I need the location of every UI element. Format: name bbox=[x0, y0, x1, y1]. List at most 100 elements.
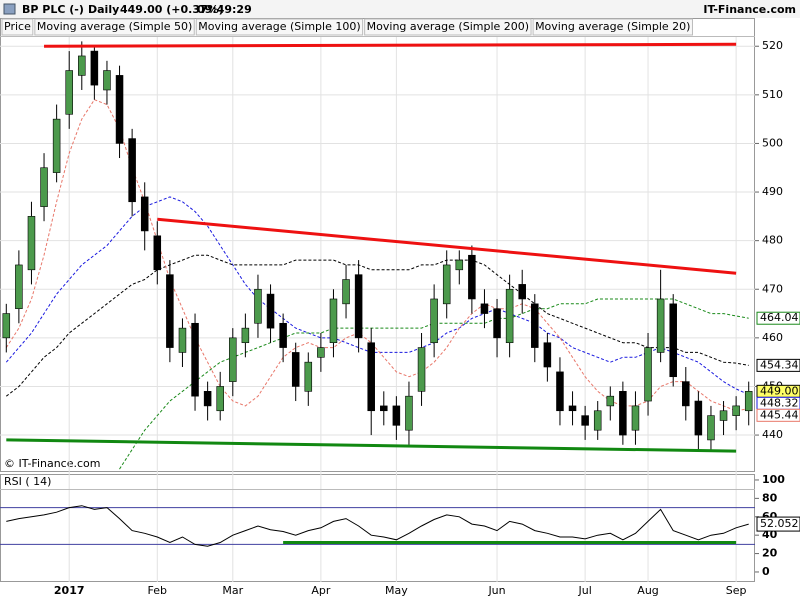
candle-body bbox=[531, 303, 539, 348]
trendline bbox=[157, 217, 737, 275]
legend-entry: Moving average (Simple 200) bbox=[367, 20, 529, 33]
candle-body bbox=[52, 118, 61, 173]
candle-body bbox=[417, 347, 426, 392]
end-label: 52.052 bbox=[760, 517, 799, 530]
legend-box bbox=[532, 18, 693, 36]
candle-body bbox=[644, 347, 652, 402]
trendline bbox=[44, 42, 737, 48]
candle-body bbox=[279, 322, 287, 348]
candle-body bbox=[153, 235, 162, 271]
candle-body bbox=[329, 298, 338, 344]
end-label-box bbox=[756, 311, 800, 325]
candle-body bbox=[27, 216, 36, 271]
candle-body bbox=[593, 410, 602, 431]
watermark: © IT-Finance.com bbox=[4, 457, 101, 470]
candle-body bbox=[518, 284, 526, 300]
y-tick-label: 100 bbox=[762, 473, 785, 486]
candle-body bbox=[543, 342, 552, 368]
candle-body bbox=[682, 381, 690, 407]
candle-body bbox=[166, 274, 174, 348]
legend-box bbox=[364, 18, 532, 36]
candle-body bbox=[493, 308, 501, 339]
y-tick-label: 440 bbox=[762, 428, 783, 441]
candle-body bbox=[744, 391, 753, 412]
candle-body bbox=[266, 293, 275, 329]
candle-body bbox=[128, 138, 136, 203]
x-tick-label: Jun bbox=[487, 584, 505, 597]
candle-body bbox=[694, 400, 703, 436]
header-time: 09:49:29 bbox=[197, 3, 252, 16]
end-label: 449.00 bbox=[760, 384, 799, 397]
legend-entry: Price bbox=[4, 20, 31, 33]
y-tick-label: 470 bbox=[762, 282, 783, 295]
end-label-box bbox=[756, 408, 800, 422]
trendline bbox=[6, 438, 737, 453]
y-tick-label: 460 bbox=[762, 331, 783, 344]
candle-body bbox=[656, 298, 665, 353]
candle-body bbox=[505, 288, 514, 344]
x-tick-label: Mar bbox=[222, 584, 243, 597]
moving-average-line bbox=[5, 254, 749, 397]
candle-body bbox=[304, 361, 313, 392]
x-tick-label: Apr bbox=[311, 584, 331, 597]
candle-body bbox=[619, 391, 627, 436]
moving-average-line bbox=[119, 298, 749, 470]
end-label: 454.34 bbox=[760, 358, 799, 371]
header-quote: 449.00 (+0.37%) bbox=[120, 3, 224, 16]
candle-body bbox=[442, 264, 451, 305]
candle-body bbox=[103, 70, 111, 91]
candle-body bbox=[707, 415, 715, 441]
candle-body bbox=[78, 55, 86, 76]
header-title: BP PLC (-) bbox=[22, 3, 84, 16]
candle-body bbox=[203, 391, 212, 407]
moving-average-line bbox=[5, 196, 749, 396]
candle-body bbox=[229, 337, 237, 382]
candle-body bbox=[241, 327, 250, 344]
legend-entry: Moving average (Simple 20) bbox=[535, 20, 690, 33]
candle-body bbox=[40, 167, 48, 207]
candle-body bbox=[468, 254, 476, 300]
candle-body bbox=[367, 342, 375, 412]
rsi-panel-frame bbox=[0, 474, 755, 582]
candle-body bbox=[254, 288, 262, 324]
candle-body bbox=[719, 410, 728, 421]
candle-body bbox=[430, 298, 438, 344]
x-tick-label: 2017 bbox=[54, 584, 85, 597]
legend-box bbox=[34, 18, 195, 36]
legend-box bbox=[1, 18, 34, 36]
candle-body bbox=[291, 352, 300, 387]
y-tick-label: 0 bbox=[762, 565, 770, 578]
rsi-line bbox=[6, 505, 749, 547]
candle-body bbox=[581, 415, 589, 426]
rsi-title: RSI ( 14) bbox=[4, 475, 51, 488]
y-tick-label: 80 bbox=[762, 491, 778, 504]
y-tick-label: 500 bbox=[762, 136, 783, 149]
legend-box bbox=[195, 18, 364, 36]
end-label: 448.32 bbox=[760, 396, 799, 409]
header-brand: IT-Finance.com bbox=[703, 3, 796, 16]
candle-body bbox=[732, 405, 740, 416]
header-icon bbox=[3, 3, 16, 15]
candle-body bbox=[15, 264, 23, 309]
end-label-box bbox=[756, 516, 800, 532]
candle-body bbox=[140, 196, 149, 232]
candle-body bbox=[90, 50, 99, 86]
end-label-box bbox=[756, 358, 800, 372]
y-tick-label: 510 bbox=[762, 88, 783, 101]
candle-body bbox=[480, 303, 489, 314]
candle-body bbox=[568, 405, 577, 412]
y-tick-label: 20 bbox=[762, 547, 778, 560]
candle-body bbox=[65, 70, 73, 115]
candle-body bbox=[392, 405, 401, 426]
candle-body bbox=[380, 405, 388, 412]
y-tick-label: 520 bbox=[762, 39, 783, 52]
candle-body bbox=[556, 371, 564, 412]
header-bar bbox=[0, 0, 800, 18]
candle-body bbox=[606, 395, 615, 407]
candle-body bbox=[631, 405, 640, 431]
y-tick-label: 490 bbox=[762, 185, 783, 198]
candle-body bbox=[191, 322, 199, 397]
candle-body bbox=[216, 386, 224, 412]
